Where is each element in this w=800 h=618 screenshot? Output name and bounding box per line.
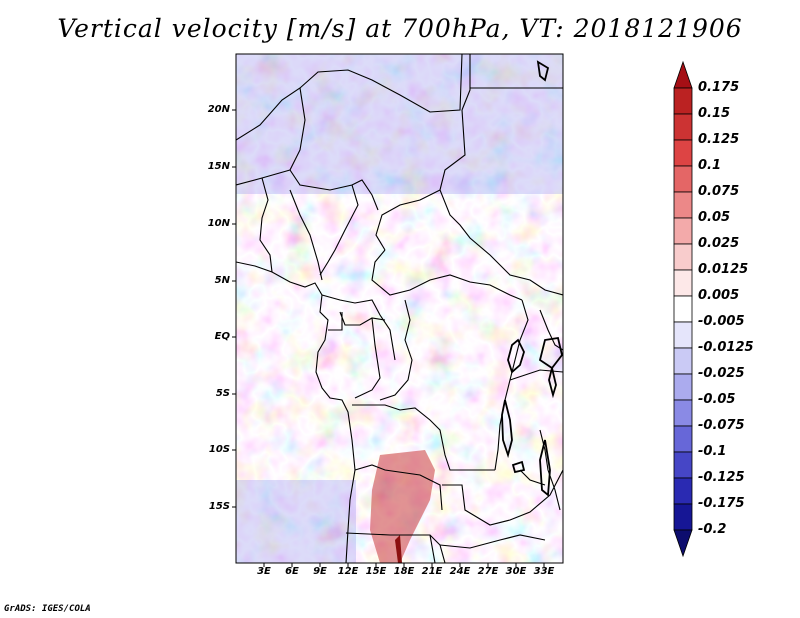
colorbar-box [673,399,693,427]
lon-label-33e: 33E [533,566,555,577]
colorbar-label: 0.125 [698,132,740,147]
country-borders [236,54,563,563]
colorbar-bottom-arrow [673,529,693,558]
colorbar-top-arrow [673,60,693,89]
colorbar-label: 0.1 [698,158,722,173]
colorbar-box [673,451,693,479]
lat-label-15s: 15S [208,501,230,512]
lon-label-3e: 3E [257,566,271,577]
lon-label-18e: 18E [393,566,415,577]
colorbar-box [673,321,693,349]
lon-label-27e: 27E [477,566,499,577]
lat-label-10s: 10S [208,444,230,455]
colorbar-label: 0.0125 [698,262,749,277]
colorbar-box [673,217,693,245]
colorbar-label: 0.005 [698,288,740,303]
lon-label-24e: 24E [449,566,471,577]
colorbar-label: -0.025 [698,366,745,381]
colorbar-label: -0.075 [698,418,745,433]
colorbar-box [673,347,693,375]
colorbar-box [673,503,693,531]
colorbar-label: -0.05 [698,392,736,407]
lon-label-9e: 9E [313,566,327,577]
latitude-ticks [232,109,236,508]
lon-label-6e: 6E [285,566,299,577]
colorbar-box [673,425,693,453]
map-frame [235,53,564,564]
colorbar [673,60,693,558]
colorbar-label: -0.2 [698,522,727,537]
colorbar-label: 0.15 [698,106,731,121]
lat-label-15n: 15N [207,161,230,172]
longitude-ticks [263,563,545,567]
lon-label-12e: 12E [337,566,359,577]
strong-updraft-streak [395,535,402,563]
colorbar-box [673,139,693,167]
colorbar-label: -0.1 [698,444,727,459]
colorbar-label: -0.175 [698,496,745,511]
colorbar-label: 0.05 [698,210,731,225]
colorbar-label: -0.005 [698,314,745,329]
lat-label-5s: 5S [215,388,230,399]
lat-label-20n: 20N [207,104,230,115]
lat-label-10n: 10N [207,218,230,229]
colorbar-box [673,191,693,219]
colorbar-box [673,87,693,115]
colorbar-box [673,295,693,323]
chart-title: Vertical velocity [m/s] at 700hPa, VT: 2… [57,14,743,43]
colorbar-label: -0.125 [698,470,745,485]
colorbar-box [673,373,693,401]
lat-label-eq: EQ [214,331,230,342]
lon-label-21e: 21E [421,566,443,577]
colorbar-box [673,477,693,505]
colorbar-box [673,113,693,141]
lake-outlines [501,60,563,497]
colorbar-label: 0.025 [698,236,740,251]
colorbar-label: 0.175 [698,80,740,95]
colorbar-box [673,269,693,297]
grads-credit: GrADS: IGES/COLA [4,604,91,614]
colorbar-box [673,243,693,271]
lon-label-15e: 15E [365,566,387,577]
lon-label-30e: 30E [505,566,527,577]
colorbar-label: -0.0125 [698,340,754,355]
lat-label-5n: 5N [214,275,230,286]
colorbar-box [673,165,693,193]
colorbar-label: 0.075 [698,184,740,199]
